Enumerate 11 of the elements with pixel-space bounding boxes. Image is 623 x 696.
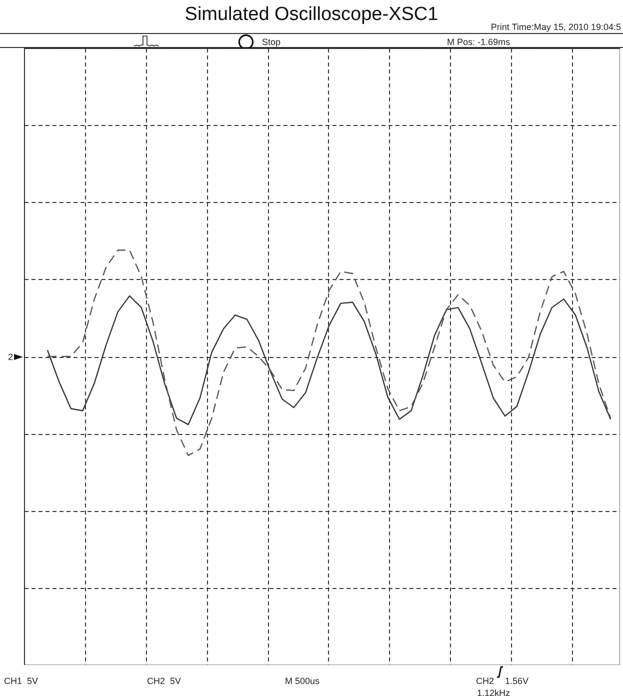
text: CH2 5V xyxy=(147,676,182,686)
text: 1.12kHz xyxy=(477,688,510,696)
text: CH1 5V xyxy=(4,676,38,686)
text: Print Time:May 15, 2010 19:04:5 xyxy=(490,22,621,32)
text: CH2 xyxy=(476,676,494,686)
chart-title: Simulated Oscilloscope-XSC1 xyxy=(184,4,438,25)
text: 1.56V xyxy=(505,676,529,686)
text: M Pos: -1.69ms xyxy=(447,37,510,47)
text: M 500us xyxy=(285,676,320,686)
text: 2 xyxy=(8,352,14,362)
text: Stop xyxy=(262,37,281,47)
